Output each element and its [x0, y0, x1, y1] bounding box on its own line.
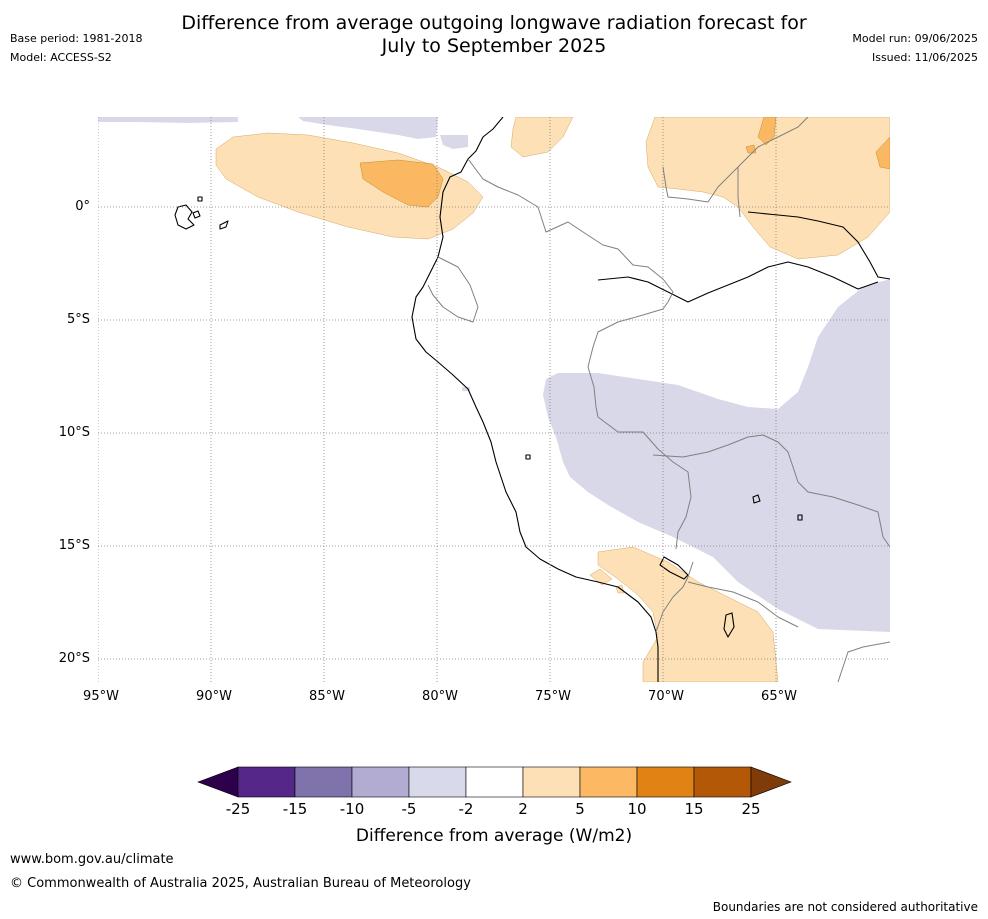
amazon-river-west: [597, 261, 879, 303]
colorbar-segment-5: [465, 766, 524, 798]
pos-region-edge: [875, 136, 890, 170]
lake-poopo: [723, 612, 735, 638]
colorbar-segment-2: [294, 766, 353, 798]
colorbar-segment-min: [197, 766, 239, 798]
map-title: Difference from average outgoing longwav…: [0, 12, 988, 58]
pos-region-bolivia: [597, 546, 779, 682]
colorbar-segment-8: [636, 766, 695, 798]
colorbar-tick: -10: [339, 800, 365, 818]
copyright: © Commonwealth of Australia 2025, Austra…: [10, 876, 471, 891]
lat-label-0: 0°: [75, 199, 90, 214]
border-venezuela-brazil: [737, 167, 741, 218]
island-1: [525, 454, 531, 460]
lat-label-15s: 15°S: [58, 538, 90, 553]
border-ecuador-peru: [427, 256, 479, 323]
neg-region-top-left: [98, 117, 238, 123]
colorbar-tick: -5: [401, 800, 417, 818]
lon-label-80w: 80°W: [422, 689, 458, 704]
neg-region-top-mid: [298, 117, 438, 139]
colorbar-tick: 10: [627, 800, 647, 818]
colorbar-tick: 25: [741, 800, 761, 818]
neg-region-amazon: [543, 279, 890, 632]
lon-label-65w: 65°W: [761, 689, 797, 704]
colorbar: [197, 766, 792, 798]
colorbar-tick: -25: [225, 800, 251, 818]
base-period: Base period: 1981-2018: [10, 32, 143, 45]
coastlines: [174, 117, 890, 682]
lat-label-20s: 20°S: [58, 651, 90, 666]
lon-label-75w: 75°W: [535, 689, 571, 704]
colorbar-tick: 15: [684, 800, 704, 818]
colorbar-segment-3: [351, 766, 410, 798]
colorbar-tick: 2: [518, 800, 528, 818]
border-argentina: [687, 581, 799, 628]
colorbar-segment-4: [408, 766, 467, 798]
titicaca: [659, 556, 689, 580]
colorbar-segment-9: [693, 766, 752, 798]
galapagos-1: [174, 204, 195, 230]
border-chile-bolivia: [655, 561, 694, 633]
strong-positive-anomaly-regions: [359, 117, 890, 208]
colorbar-tick: -15: [282, 800, 308, 818]
neg-region-top-pc: [440, 135, 468, 149]
olr-anomaly-map: [98, 117, 890, 682]
pos-region-pacific: [215, 132, 484, 240]
colorbar-segment-6: [522, 766, 581, 798]
title-line-2: July to September 2025: [381, 35, 607, 57]
lat-label-10s: 10°S: [58, 425, 90, 440]
boundary-disclaimer: Boundaries are not considered authoritat…: [712, 900, 978, 914]
colorbar-tick: -2: [458, 800, 474, 818]
colorbar-segment-max: [750, 766, 792, 798]
country-borders: [427, 117, 890, 682]
bom-url: www.bom.gov.au/climate: [10, 852, 174, 867]
border-paraguay: [837, 641, 890, 682]
lon-label-85w: 85°W: [309, 689, 345, 704]
border-bolivia-brazil: [652, 434, 890, 548]
lon-label-95w: 95°W: [83, 689, 119, 704]
negative-anomaly-regions: [98, 117, 890, 632]
island-3: [797, 514, 803, 521]
model-name: Model: ACCESS-S2: [10, 51, 112, 64]
model-run: Model run: 09/06/2025: [852, 32, 978, 45]
island-2: [752, 494, 761, 504]
title-line-1: Difference from average outgoing longwav…: [181, 12, 807, 34]
pos-region-colombia-north: [510, 117, 574, 158]
border-guyana: [662, 117, 809, 203]
galapagos-3: [219, 220, 229, 230]
pos-region-pacific-core: [359, 159, 444, 208]
gridlines: [98, 117, 890, 682]
colorbar-tick: 5: [575, 800, 585, 818]
border-peru-brazil: [587, 301, 692, 550]
galapagos-4: [197, 196, 203, 202]
border-colombia-venezuela: [467, 158, 674, 303]
colorbar-segment-7: [579, 766, 638, 798]
amazon-river: [747, 211, 890, 280]
pacific-coast: [411, 117, 659, 682]
colorbar-segment-1: [237, 766, 296, 798]
lon-label-70w: 70°W: [648, 689, 684, 704]
lat-label-5s: 5°S: [66, 312, 90, 327]
issued-date: Issued: 11/06/2025: [871, 51, 978, 64]
colorbar-label: Difference from average (W/m2): [355, 826, 633, 846]
lon-label-90w: 90°W: [196, 689, 232, 704]
galapagos-2: [192, 210, 201, 219]
